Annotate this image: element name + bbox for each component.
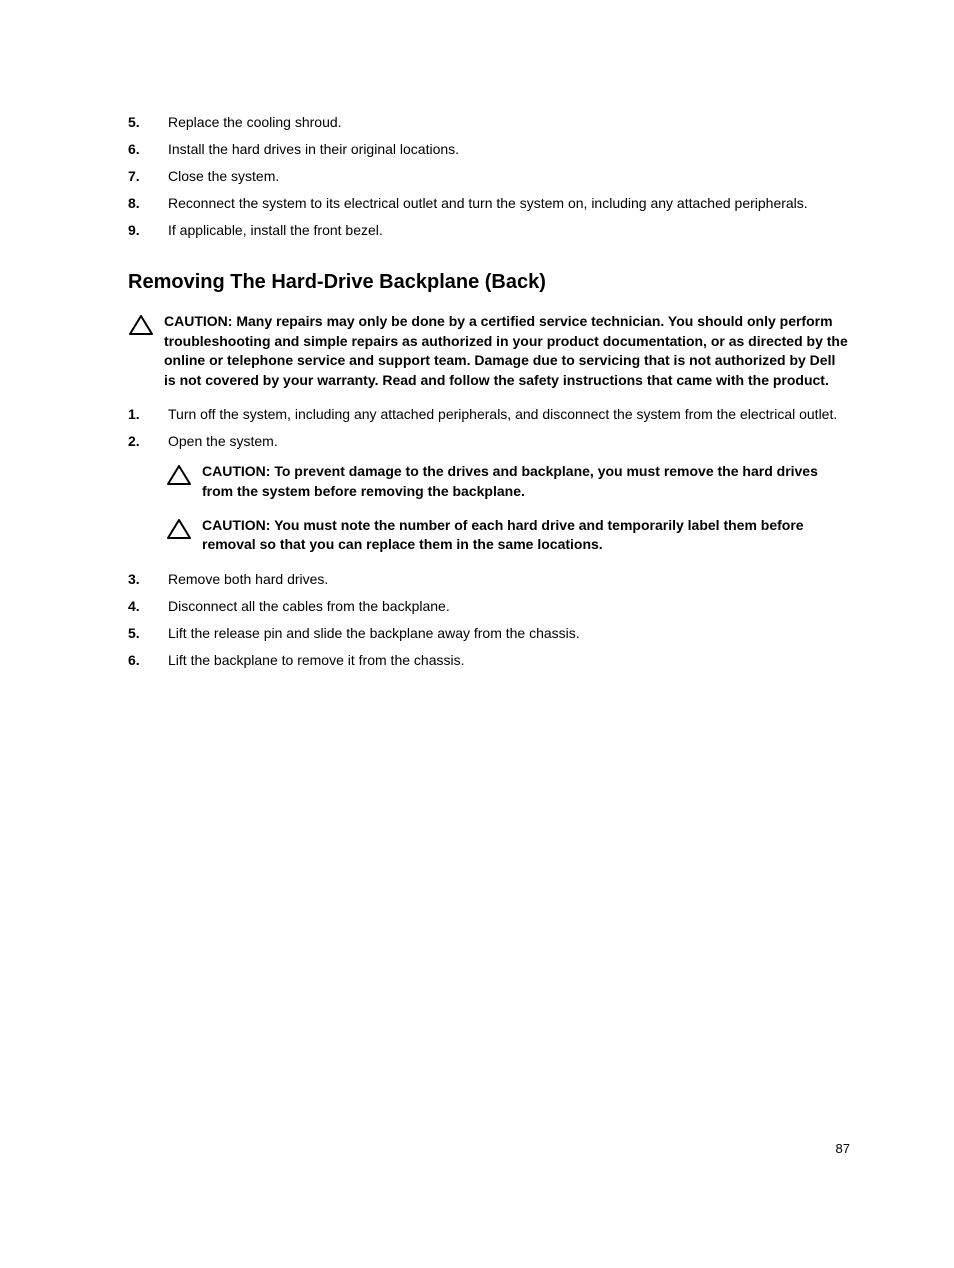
caution-text: CAUTION: Many repairs may only be done b…: [164, 312, 850, 390]
step-text: Disconnect all the cables from the backp…: [168, 596, 850, 617]
step-item: 5. Replace the cooling shroud.: [128, 112, 850, 133]
step-text: Remove both hard drives.: [168, 569, 850, 590]
caution-icon: [128, 313, 154, 342]
step-number: 6.: [128, 650, 168, 671]
step-number: 7.: [128, 166, 168, 187]
step-number: 6.: [128, 139, 168, 160]
step-text: Install the hard drives in their origina…: [168, 139, 850, 160]
step-number: 3.: [128, 569, 168, 590]
step-number: 5.: [128, 112, 168, 133]
caution-text: CAUTION: To prevent damage to the drives…: [202, 462, 850, 501]
step-item: 1. Turn off the system, including any at…: [128, 404, 850, 425]
steps-group-2: 3. Remove both hard drives. 4. Disconnec…: [128, 569, 850, 671]
caution-icon: [166, 463, 192, 492]
step-number: 4.: [128, 596, 168, 617]
caution-block-inline-2: CAUTION: You must note the number of eac…: [128, 516, 850, 555]
step-number: 5.: [128, 623, 168, 644]
step-item: 8. Reconnect the system to its electrica…: [128, 193, 850, 214]
step-item: 6. Install the hard drives in their orig…: [128, 139, 850, 160]
step-number: 9.: [128, 220, 168, 241]
step-item: 9. If applicable, install the front beze…: [128, 220, 850, 241]
caution-block-main: CAUTION: Many repairs may only be done b…: [128, 312, 850, 390]
step-text: Close the system.: [168, 166, 850, 187]
step-text: Lift the backplane to remove it from the…: [168, 650, 850, 671]
step-text: Reconnect the system to its electrical o…: [168, 193, 850, 214]
step-text: Lift the release pin and slide the backp…: [168, 623, 850, 644]
caution-icon: [166, 517, 192, 546]
step-item: 5. Lift the release pin and slide the ba…: [128, 623, 850, 644]
step-item: 6. Lift the backplane to remove it from …: [128, 650, 850, 671]
caution-text: CAUTION: You must note the number of eac…: [202, 516, 850, 555]
page-number: 87: [836, 1141, 850, 1156]
step-item: 2. Open the system.: [128, 431, 850, 452]
step-text: If applicable, install the front bezel.: [168, 220, 850, 241]
step-item: 3. Remove both hard drives.: [128, 569, 850, 590]
step-item: 7. Close the system.: [128, 166, 850, 187]
step-number: 8.: [128, 193, 168, 214]
caution-block-inline-1: CAUTION: To prevent damage to the drives…: [128, 462, 850, 501]
step-text: Turn off the system, including any attac…: [168, 404, 850, 425]
step-text: Replace the cooling shroud.: [168, 112, 850, 133]
step-number: 2.: [128, 431, 168, 452]
step-text: Open the system.: [168, 431, 850, 452]
section-heading: Removing The Hard-Drive Backplane (Back): [128, 271, 850, 294]
top-step-list: 5. Replace the cooling shroud. 6. Instal…: [128, 112, 850, 241]
step-number: 1.: [128, 404, 168, 425]
steps-group-1: 1. Turn off the system, including any at…: [128, 404, 850, 452]
step-item: 4. Disconnect all the cables from the ba…: [128, 596, 850, 617]
